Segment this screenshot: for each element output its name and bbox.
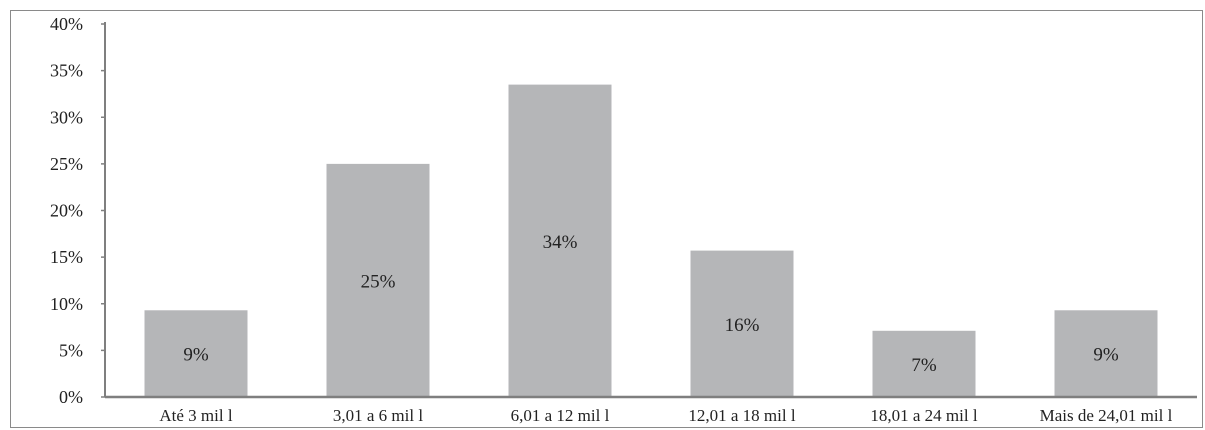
bar-data-label: 7%	[911, 355, 937, 376]
y-tick-label: 0%	[59, 387, 83, 407]
y-tick-label: 20%	[50, 201, 83, 221]
bar-data-label: 9%	[183, 345, 209, 366]
y-axis: 0% 5% 10% 15% 20% 25% 30% 35% 40%	[50, 14, 106, 407]
bars: 9% 25% 34% 16% 7% 9%	[144, 84, 1158, 398]
x-category-label: 6,01 a 12 mil l	[511, 406, 610, 425]
x-axis: Até 3 mil l 3,01 a 6 mil l 6,01 a 12 mil l…	[105, 395, 1197, 425]
y-tick-label: 25%	[50, 154, 83, 174]
bar	[872, 330, 976, 397]
y-tick-label: 35%	[50, 61, 83, 81]
y-tick-label: 15%	[50, 247, 83, 267]
bar-data-label: 25%	[361, 271, 396, 292]
x-category-label: 18,01 a 24 mil l	[870, 406, 977, 425]
bar	[508, 84, 612, 398]
y-tick-label: 10%	[50, 294, 83, 314]
y-tick-label: 30%	[50, 107, 83, 127]
x-category-label: 3,01 a 6 mil l	[333, 406, 423, 425]
bar-data-label: 16%	[725, 315, 760, 336]
bar-data-label: 34%	[543, 232, 578, 253]
y-tick-label: 40%	[50, 14, 83, 34]
bar-data-label: 9%	[1093, 345, 1119, 366]
y-tick-label: 5%	[59, 340, 83, 360]
bar	[1054, 310, 1158, 397]
bar	[144, 310, 248, 397]
bar	[690, 250, 794, 397]
x-category-label: Mais de 24,01 mil l	[1040, 406, 1173, 425]
x-category-label: Até 3 mil l	[159, 406, 232, 425]
x-category-label: 12,01 a 18 mil l	[688, 406, 795, 425]
bar	[326, 163, 430, 397]
